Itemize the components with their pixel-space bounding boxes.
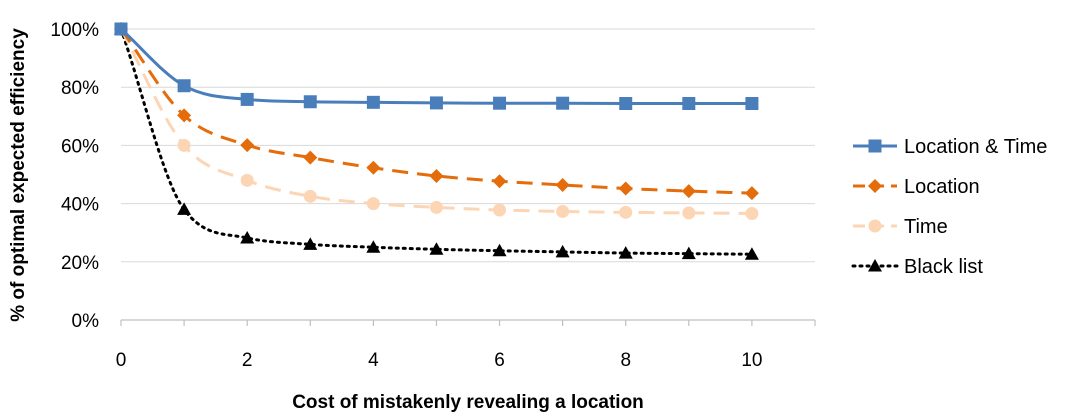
data-point	[619, 205, 633, 219]
data-point	[744, 247, 759, 260]
legend-item: Location & Time	[853, 136, 1047, 158]
series-black-list	[114, 22, 759, 260]
data-point	[303, 150, 318, 165]
data-point	[429, 168, 444, 183]
data-point	[303, 189, 317, 203]
data-point	[366, 160, 381, 175]
x-tick-label: 6	[494, 350, 505, 371]
x-tick-label: 4	[368, 350, 379, 371]
data-point	[177, 108, 192, 123]
data-point	[681, 184, 696, 199]
legend-item: Black list	[851, 256, 983, 278]
data-point	[745, 96, 759, 110]
data-point	[492, 174, 507, 189]
series-time	[114, 22, 759, 220]
legend-label: Location	[904, 176, 980, 198]
data-point	[429, 200, 443, 214]
x-tick-label: 8	[620, 350, 631, 371]
x-tick-label: 10	[741, 350, 762, 371]
data-point	[555, 244, 570, 258]
data-point	[745, 206, 759, 220]
data-point	[618, 246, 633, 259]
x-axis-title: Cost of mistakenly revealing a location	[292, 392, 644, 413]
data-point	[240, 173, 254, 187]
legend: Location & Time Location Time Black list	[851, 136, 1047, 278]
data-point	[556, 96, 570, 110]
data-point	[303, 95, 317, 109]
y-tick-label: 20%	[61, 253, 99, 274]
data-point	[177, 79, 191, 93]
x-tick-label: 2	[242, 350, 253, 371]
y-tick-label: 0%	[72, 311, 100, 332]
legend-item: Location	[853, 176, 980, 198]
data-point	[493, 96, 507, 110]
data-point	[429, 96, 443, 110]
data-point	[682, 206, 696, 220]
legend-swatch-marker	[868, 139, 882, 153]
data-point	[492, 243, 507, 257]
data-point	[240, 230, 255, 244]
data-point	[303, 237, 318, 250]
y-tick-label: 60%	[61, 136, 99, 157]
data-point	[682, 96, 696, 110]
series-location	[114, 22, 759, 201]
data-point	[366, 197, 380, 211]
legend-swatch-marker	[868, 179, 882, 193]
data-point	[177, 202, 192, 215]
data-point	[555, 177, 570, 192]
y-tick-label: 100%	[50, 20, 99, 41]
series-line	[119, 27, 752, 105]
data-point	[619, 96, 633, 110]
legend-item: Time	[853, 216, 948, 238]
data-series	[114, 22, 759, 260]
legend-label: Time	[904, 216, 948, 238]
data-point	[114, 22, 128, 36]
data-point	[493, 203, 507, 217]
series-line	[119, 28, 752, 195]
axes: 0% 20% 40% 60% 80% 100% 0 2 4 6 8 10	[50, 20, 816, 371]
data-point	[240, 92, 254, 106]
data-point	[177, 138, 191, 152]
x-tick-label: 0	[116, 350, 127, 371]
series-line	[119, 28, 752, 215]
data-point	[744, 186, 759, 201]
legend-label: Black list	[904, 256, 983, 278]
legend-label: Location & Time	[904, 136, 1047, 158]
data-point	[366, 95, 380, 109]
data-point	[618, 181, 633, 196]
gridlines	[121, 28, 815, 263]
data-point	[240, 138, 255, 153]
series-line	[119, 27, 754, 256]
y-axis-title: % of optimal expected efficiency	[8, 28, 29, 322]
y-tick-label: 40%	[61, 195, 99, 216]
data-point	[429, 242, 444, 255]
y-tick-label: 80%	[61, 78, 99, 99]
data-point	[366, 240, 381, 253]
data-point	[681, 246, 696, 260]
data-point	[556, 204, 570, 218]
legend-swatch-marker	[868, 259, 882, 272]
series-location-time	[114, 22, 759, 110]
legend-swatch-marker	[868, 219, 882, 233]
